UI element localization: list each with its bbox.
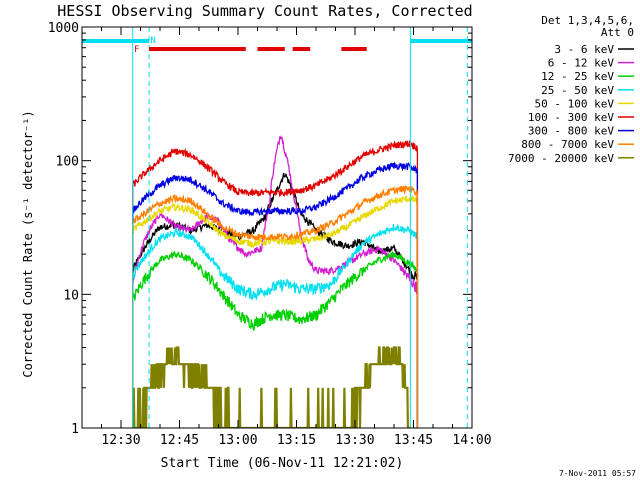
series-layer [132,135,419,428]
legend-entry-label: 800 - 7000 keV [521,138,614,151]
legend-title-line-2: Att 0 [601,26,634,39]
series-7000-20000 [132,346,410,428]
plot-frame [81,26,473,429]
series-line [132,346,410,428]
x-tick-label: 12:45 [160,433,199,448]
legend-entry-label: 50 - 100 keV [535,97,615,110]
series-line [132,185,419,428]
series-line [132,250,419,428]
y-tick-label: 1 [71,422,79,437]
legend-entry-label: 25 - 50 keV [541,84,614,97]
legend-entry-label: 12 - 25 keV [541,70,614,83]
legend-entry-label: 7000 - 20000 keV [508,152,614,165]
x-tick-label: 13:30 [335,433,374,448]
series-6-12 [132,135,419,428]
axis-layer: 12:30 12:45 13:00 13:15 13:30 13:45 14:00 1 10 10… [48,21,492,448]
flag-label-n: N [150,36,155,46]
series-line [132,135,419,428]
flag-label-f: F [134,45,139,55]
series-line [132,140,419,428]
series-300-800 [132,161,419,428]
legend-entry-label: 300 - 800 keV [528,125,614,138]
y-tick-label: 1000 [48,21,79,36]
legend-entry-label: 100 - 300 keV [528,111,614,124]
y-tick-label: 100 [56,155,79,170]
legend-entry-label: 6 - 12 keV [548,57,615,70]
series-25-50 [132,223,419,428]
y-axis-label: Corrected Count Rate (s⁻¹ detector⁻¹) [21,110,35,377]
x-tick-label: 13:00 [218,433,257,448]
x-tick-label: 12:30 [101,433,140,448]
legend-title-line-1: Det 1,3,4,5,6, [541,14,634,27]
series-line [132,223,419,428]
series-50-100 [132,194,419,428]
x-tick-label: 13:15 [277,433,316,448]
chart-title: HESSI Observing Summary Count Rates, Cor… [57,2,472,20]
series-line [132,194,419,428]
series-100-300 [132,140,419,428]
legend-entry-label: 3 - 6 keV [554,43,614,56]
series-800-7000 [132,185,419,428]
series-line [132,161,419,428]
x-tick-label: 13:45 [394,433,433,448]
x-axis-label: Start Time (06-Nov-11 12:21:02) [161,456,404,471]
footer-timestamp: 7-Nov-2011 05:57 [559,469,636,478]
x-tick-label: 14:00 [452,433,491,448]
series-12-25 [132,250,419,428]
annotation-layer: FN [82,27,472,428]
y-tick-label: 10 [63,288,79,303]
